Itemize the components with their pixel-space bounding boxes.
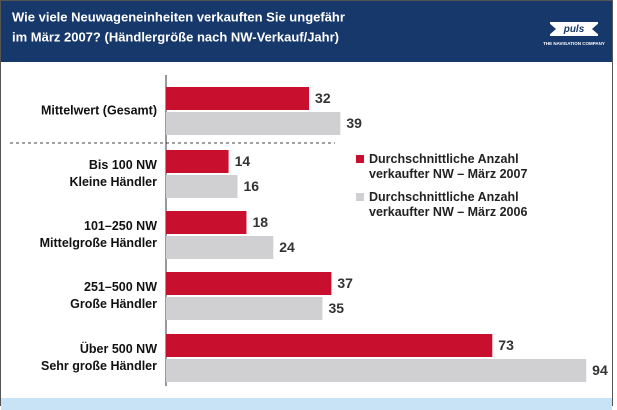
bar (166, 87, 310, 110)
legend-label: Durchschnittliche Anzahl verkaufter NW –… (369, 190, 528, 219)
category-label: Bis 100 NW (89, 158, 157, 172)
bar (166, 359, 587, 382)
value-label: 35 (328, 300, 344, 316)
category-label: Mittelwert (Gesamt) (41, 103, 157, 117)
value-label: 16 (244, 178, 260, 194)
category-label: Große Händler (70, 297, 157, 311)
bar (166, 334, 493, 357)
value-label: 24 (279, 239, 295, 255)
category-label: 251–500 NW (84, 280, 157, 294)
chart-title: Wie viele Neuwageneinheiten verkauften S… (12, 9, 345, 24)
chart-title: im März 2007? (Händlergröße nach NW-Verk… (12, 29, 339, 44)
bar (166, 211, 247, 234)
value-label: 14 (235, 153, 251, 169)
value-label: 37 (337, 275, 353, 291)
legend-label: Durchschnittliche Anzahl verkaufter NW –… (369, 152, 528, 181)
category-label: Kleine Händler (69, 175, 157, 189)
bar (166, 112, 341, 135)
logo-tagline: THE NAVIGATION COMPANY (543, 41, 605, 46)
value-label: 73 (498, 337, 514, 353)
value-label: 18 (252, 214, 268, 230)
legend-swatch (356, 193, 364, 201)
value-label: 94 (592, 362, 608, 378)
bar (166, 297, 323, 320)
value-label: 32 (315, 90, 331, 106)
category-label: Mittelgroße Händler (40, 236, 158, 250)
logo-name: puls (563, 24, 585, 35)
bar (166, 272, 332, 295)
value-label: 39 (346, 115, 362, 131)
category-label: 101–250 NW (84, 219, 157, 233)
category-label: Über 500 NW (80, 341, 157, 356)
bar (166, 175, 238, 198)
bar (166, 150, 229, 173)
category-label: Sehr große Händler (41, 359, 157, 373)
header (1, 1, 612, 62)
footer-strip (1, 398, 612, 410)
bar (166, 236, 274, 259)
logo-badge (550, 22, 598, 36)
legend-swatch (356, 155, 364, 163)
